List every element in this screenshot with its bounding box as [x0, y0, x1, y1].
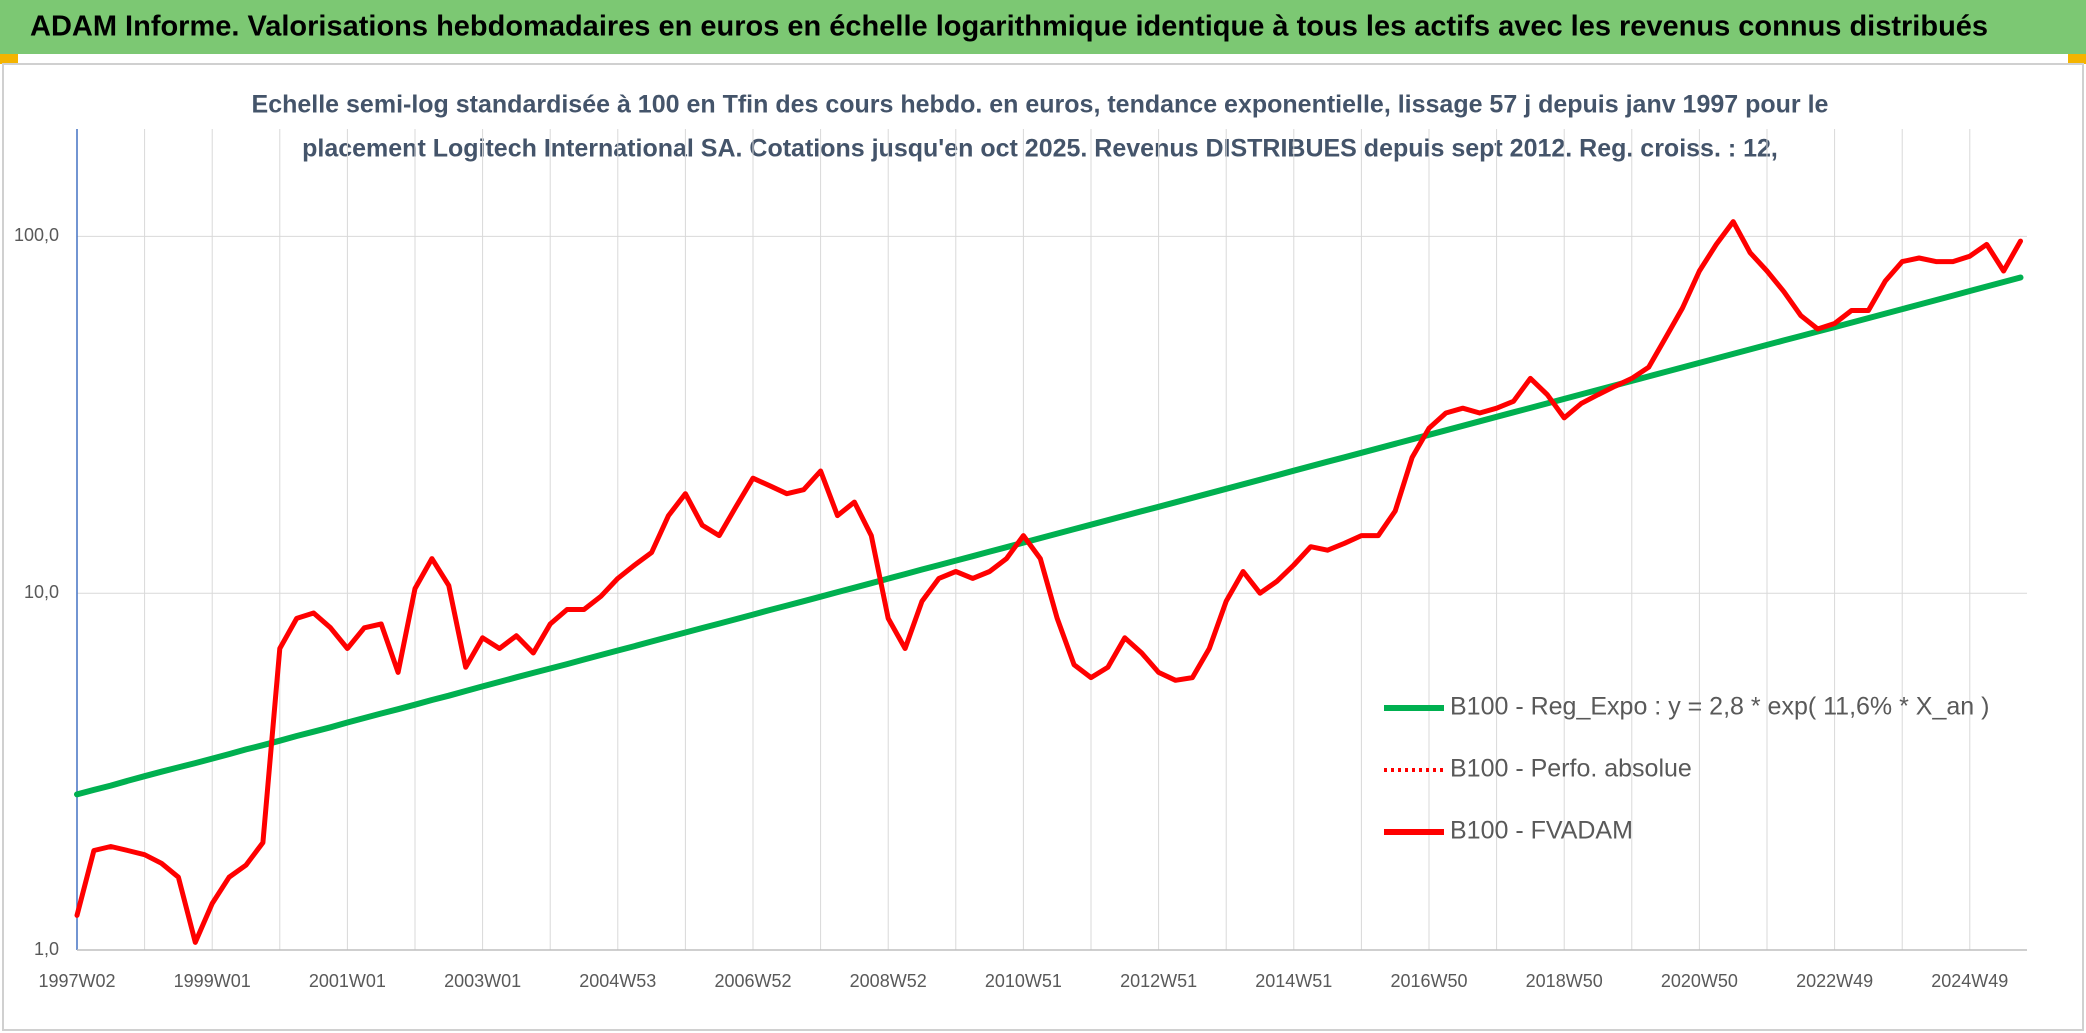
series-line — [74, 219, 2023, 945]
x-tick-label: 2012W51 — [1120, 971, 1197, 991]
series-line — [74, 274, 2024, 798]
x-tick-label: 2014W51 — [1255, 971, 1332, 991]
x-tick-label: 1999W01 — [174, 971, 251, 991]
x-tick-label: 2016W50 — [1390, 971, 1467, 991]
chart-frame — [2, 63, 2084, 1031]
chart-title: ADAM Informe. Valorisations hebdomadaire… — [30, 11, 1988, 43]
x-tick-label: 1997W02 — [38, 971, 115, 991]
y-tick-label: 100,0 — [14, 225, 59, 245]
x-tick-label: 2001W01 — [309, 971, 386, 991]
corner-mark — [2068, 54, 2086, 64]
chart-subtitle: placement Logitech International SA. Cot… — [302, 135, 1778, 163]
x-tick-label: 2022W49 — [1796, 971, 1873, 991]
chart-subtitle: Echelle semi-log standardisée à 100 en T… — [252, 91, 1829, 119]
x-tick-label: 2003W01 — [444, 971, 521, 991]
x-tick-label: 2010W51 — [985, 971, 1062, 991]
x-tick-label: 2020W50 — [1661, 971, 1738, 991]
legend-label: B100 - Perfo. absolue — [1450, 755, 1692, 783]
y-tick-label: 10,0 — [24, 582, 59, 602]
corner-mark — [0, 54, 18, 64]
x-tick-label: 2018W50 — [1526, 971, 1603, 991]
x-tick-label: 2024W49 — [1931, 971, 2008, 991]
legend-label: B100 - Reg_Expo : y = 2,8 * exp( 11,6% *… — [1450, 693, 1989, 721]
x-tick-label: 2006W52 — [714, 971, 791, 991]
y-tick-label: 1,0 — [34, 939, 59, 959]
x-tick-label: 2004W53 — [579, 971, 656, 991]
title-bar — [0, 0, 2086, 54]
x-tick-label: 2008W52 — [850, 971, 927, 991]
legend-label: B100 - FVADAM — [1450, 817, 1633, 845]
